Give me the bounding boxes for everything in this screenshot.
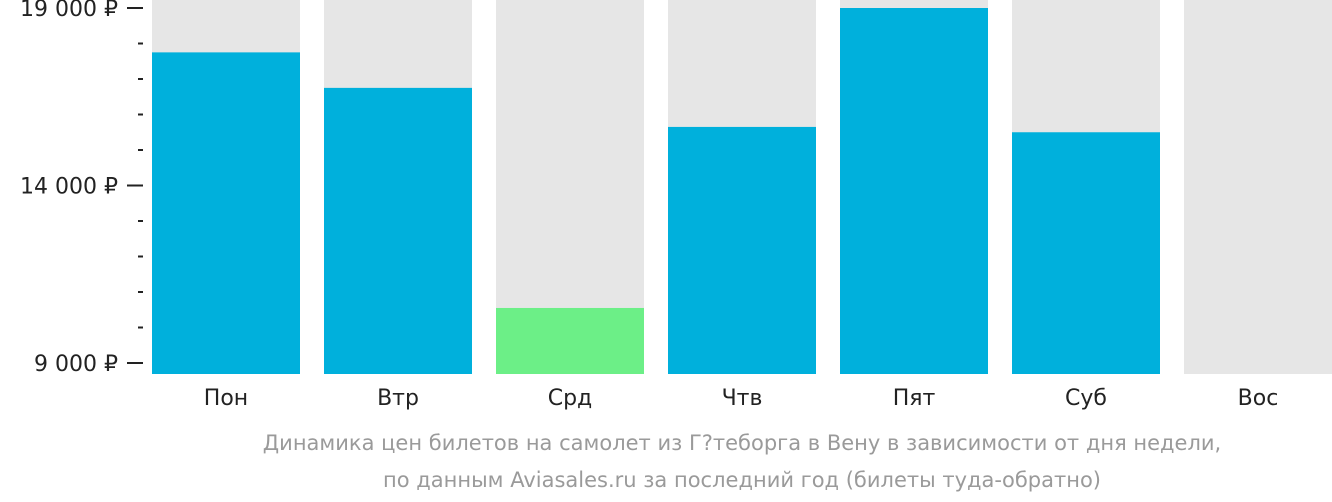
- bar[interactable]: [840, 8, 988, 374]
- x-axis-labels: Пон Втр Срд Чтв Пят Суб Вос: [204, 386, 1279, 411]
- bar[interactable]: [324, 87, 472, 374]
- y-axis: 19 000 ₽ 14 000 ₽ 9 000 ₽: [20, 0, 143, 377]
- bar[interactable]: [668, 126, 816, 374]
- bar[interactable]: [496, 307, 644, 374]
- y-tick-label: 9 000 ₽: [34, 352, 118, 377]
- bar[interactable]: [152, 52, 300, 374]
- bar-background: [1184, 0, 1332, 374]
- chart-caption-line-1: Динамика цен билетов на самолет из Г?теб…: [262, 431, 1222, 455]
- y-tick-label: 19 000 ₽: [20, 0, 118, 22]
- x-tick-label: Втр: [377, 386, 419, 411]
- y-tick-label: 14 000 ₽: [20, 175, 118, 200]
- x-tick-label: Вос: [1238, 386, 1279, 411]
- x-tick-label: Суб: [1065, 386, 1107, 411]
- x-tick-label: Пят: [893, 386, 936, 411]
- x-tick-label: Чтв: [722, 386, 763, 411]
- data-bars: [152, 8, 1160, 374]
- bar[interactable]: [1012, 132, 1160, 374]
- x-tick-label: Срд: [548, 386, 593, 411]
- chart-caption-line-2: по данным Aviasales.ru за последний год …: [383, 468, 1101, 492]
- x-tick-label: Пон: [204, 386, 248, 411]
